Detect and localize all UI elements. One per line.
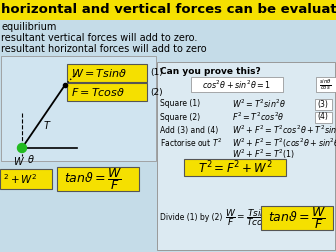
Text: $W^2+F^2=T^2(1)$: $W^2+F^2=T^2(1)$ xyxy=(232,147,295,161)
Text: W: W xyxy=(13,157,23,167)
Text: $W^2 = T^2sin^2\theta$: $W^2 = T^2sin^2\theta$ xyxy=(232,98,286,110)
FancyBboxPatch shape xyxy=(0,0,336,20)
Text: Can you prove this?: Can you prove this? xyxy=(160,67,261,76)
Text: horizontal and vertical forces can be evaluated separate: horizontal and vertical forces can be ev… xyxy=(1,4,336,16)
FancyBboxPatch shape xyxy=(314,99,332,110)
Text: $tan\vartheta = \dfrac{W}{F}$: $tan\vartheta = \dfrac{W}{F}$ xyxy=(64,166,122,192)
FancyBboxPatch shape xyxy=(184,159,286,176)
Text: $\theta$: $\theta$ xyxy=(27,153,35,165)
Circle shape xyxy=(17,143,27,152)
FancyBboxPatch shape xyxy=(57,167,139,191)
FancyBboxPatch shape xyxy=(157,62,335,250)
FancyBboxPatch shape xyxy=(314,111,332,122)
Text: (3): (3) xyxy=(318,100,328,109)
Text: Divide (1) by (2): Divide (1) by (2) xyxy=(160,213,222,223)
Text: Factorise out $T^2$: Factorise out $T^2$ xyxy=(160,137,222,149)
Text: (2): (2) xyxy=(150,87,163,97)
FancyBboxPatch shape xyxy=(0,20,336,252)
Text: Square (1): Square (1) xyxy=(160,100,200,109)
FancyBboxPatch shape xyxy=(67,64,147,82)
Text: resultant horizontal forces will add to zero: resultant horizontal forces will add to … xyxy=(1,44,207,54)
Text: (4): (4) xyxy=(318,112,328,121)
Text: $T^2=F^2+W^2$: $T^2=F^2+W^2$ xyxy=(198,159,272,176)
Text: equilibrium: equilibrium xyxy=(1,22,56,32)
Text: $W^2+F^2=T^2cos^2\theta+T^2sin^2\theta$: $W^2+F^2=T^2cos^2\theta+T^2sin^2\theta$ xyxy=(232,124,336,136)
Text: $\frac{sin\theta}{cos}$: $\frac{sin\theta}{cos}$ xyxy=(319,77,332,92)
FancyBboxPatch shape xyxy=(191,77,283,92)
FancyBboxPatch shape xyxy=(1,56,156,161)
Text: resultant vertical forces will add to zero.: resultant vertical forces will add to ze… xyxy=(1,33,197,43)
Text: $W= Tsin\vartheta$: $W= Tsin\vartheta$ xyxy=(71,67,127,79)
Text: Square (2): Square (2) xyxy=(160,112,200,121)
FancyBboxPatch shape xyxy=(316,77,336,92)
Text: T: T xyxy=(44,121,50,131)
Text: $\dfrac{W}{F}=\dfrac{Tsin\theta}{Tcos\theta}$: $\dfrac{W}{F}=\dfrac{Tsin\theta}{Tcos\th… xyxy=(225,208,274,228)
Text: (1): (1) xyxy=(150,69,163,78)
FancyBboxPatch shape xyxy=(261,206,333,230)
Text: $W^2+F^2=T^2(cos^2\theta+sin^2\theta)$: $W^2+F^2=T^2(cos^2\theta+sin^2\theta)$ xyxy=(232,136,336,150)
Text: $cos^2\theta + sin^2\theta = 1$: $cos^2\theta + sin^2\theta = 1$ xyxy=(203,78,271,91)
Text: $^2+W^2$: $^2+W^2$ xyxy=(3,172,38,186)
Text: $F^2 = T^2cos^2\theta$: $F^2 = T^2cos^2\theta$ xyxy=(232,111,285,123)
Text: Add (3) and (4): Add (3) and (4) xyxy=(160,125,218,135)
Text: $tan\vartheta=\dfrac{W}{F}$: $tan\vartheta=\dfrac{W}{F}$ xyxy=(268,205,326,231)
FancyBboxPatch shape xyxy=(0,169,52,189)
Text: $F = Tcos\vartheta$: $F = Tcos\vartheta$ xyxy=(71,86,125,98)
FancyBboxPatch shape xyxy=(67,83,147,101)
